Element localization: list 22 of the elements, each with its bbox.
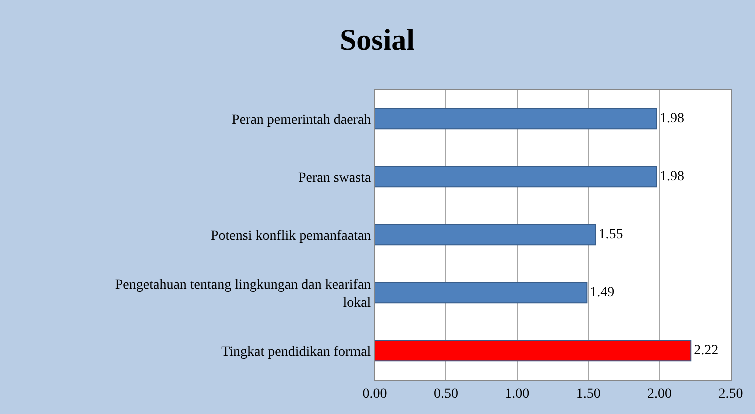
chart-title: Sosial: [340, 24, 416, 57]
x-tick-label: 2.00: [648, 386, 672, 402]
bar: [375, 166, 658, 188]
data-label: 2.22: [694, 344, 719, 358]
data-label: 1.55: [598, 228, 624, 242]
data-label: 1.98: [660, 112, 684, 126]
x-tick-label: 1.00: [505, 386, 530, 402]
y-tick-label: Pengetahuan tentang lingkungan dan kearifan lokal: [115, 278, 372, 311]
y-tick-label: Tingkat pendidikan formal: [222, 344, 372, 360]
y-tick-label: Peran swasta: [298, 170, 372, 186]
x-tick-label: 1.50: [576, 386, 601, 402]
x-tick-label: 0.00: [362, 386, 388, 402]
bar: [375, 224, 596, 246]
bar: [375, 108, 658, 130]
bar: [375, 340, 692, 362]
bar: [375, 282, 588, 304]
data-label: 1.98: [660, 170, 684, 184]
y-tick-label: Peran pemerintah daerah: [232, 112, 372, 128]
x-tick-label: 0.50: [434, 386, 458, 402]
y-tick-label: Potensi konflik pemanfaatan: [211, 228, 372, 244]
x-tick-label: 2.50: [718, 386, 744, 402]
data-label: 1.49: [590, 286, 615, 300]
